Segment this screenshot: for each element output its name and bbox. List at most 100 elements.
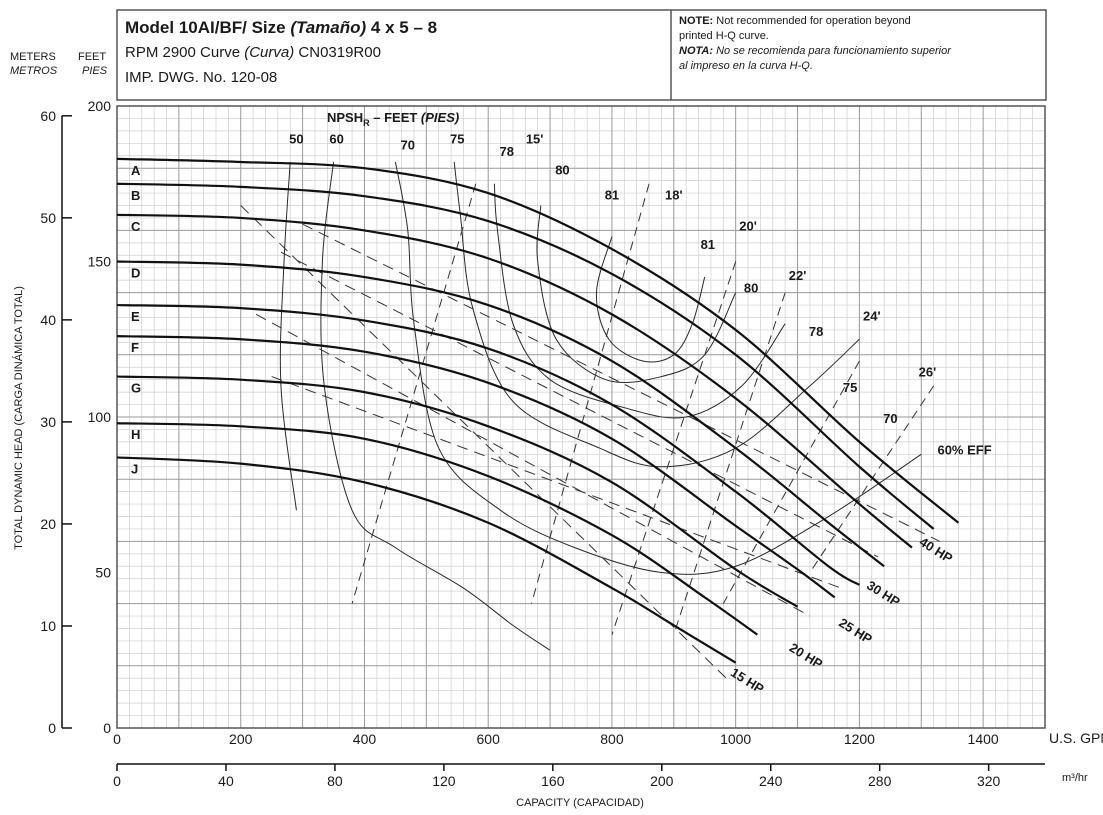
efficiency-label: 70 (883, 411, 897, 426)
gpm-unit-label: U.S. GPM (1049, 730, 1103, 746)
head-curve-f (116, 335, 836, 599)
note-line-2: printed H-Q curve. (679, 30, 769, 42)
npshr-dashed-line (611, 261, 737, 635)
efficiency-label: 60% EFF (937, 442, 991, 457)
curve-label-f: F (131, 340, 139, 355)
y-axis-title: TOTAL DYNAMIC HEAD (CARGA DINÁMICA TOTAL… (12, 286, 25, 550)
y-tick-feet: 100 (88, 409, 112, 425)
major-grid (116, 105, 1046, 729)
x-tick-m3hr: 320 (977, 773, 1001, 789)
y-tick-feet: 150 (88, 254, 112, 270)
curve-label-e: E (131, 309, 140, 324)
curve-label-d: D (131, 266, 140, 281)
head-curve-d (116, 260, 885, 568)
efficiency-curve (279, 161, 297, 511)
y-tick-meters: 60 (40, 108, 56, 124)
feet-unit-label: FEET (78, 51, 106, 63)
x-tick-gpm: 800 (600, 731, 624, 747)
note-line-1: NOTE: Not recommended for operation beyo… (679, 15, 911, 27)
y-tick-meters: 30 (40, 414, 56, 430)
horsepower-dashed-line (240, 205, 730, 682)
x-tick-m3hr: 0 (113, 773, 121, 789)
y-tick-meters: 0 (48, 720, 56, 736)
horsepower-dashed-line (271, 376, 842, 589)
efficiency-npsh-hp-overlays (240, 161, 941, 682)
npshr-label: 24' (863, 309, 881, 324)
x-tick-gpm: 400 (353, 731, 377, 747)
y-tick-meters: 10 (40, 618, 56, 634)
x-tick-gpm: 600 (477, 731, 501, 747)
horsepower-dashed-line (255, 313, 811, 617)
npshr-dashed-line (722, 360, 860, 604)
chart-labels: AB C D E F G H J 50 60 70 75 78 80 81 81 80 78 75 70 60% EFF… (131, 131, 992, 696)
efficiency-curve (453, 161, 860, 468)
efficiency-label: 81 (701, 237, 715, 252)
metros-unit-label: METROS (10, 65, 58, 77)
horsepower-label: 20 HP (787, 640, 826, 672)
efficiency-label: 78 (809, 324, 823, 339)
curve-label-a: A (131, 163, 141, 178)
x-tick-m3hr: 200 (650, 773, 674, 789)
efficiency-label: 81 (605, 187, 619, 202)
head-curve-c (116, 213, 913, 549)
npshr-label: 22' (789, 268, 807, 283)
curve-label-j: J (131, 461, 138, 476)
x-tick-gpm: 1200 (844, 731, 875, 747)
npshr-label: 20' (739, 218, 757, 233)
curve-label-h: H (131, 427, 140, 442)
npshr-label: 15' (526, 131, 544, 146)
horsepower-label: 15 HP (728, 665, 767, 697)
head-curve-j (116, 456, 737, 664)
efficiency-label: 75 (450, 131, 464, 146)
npshr-dashed-line (809, 385, 935, 573)
y-tick-feet: 0 (103, 720, 111, 736)
horsepower-label: 30 HP (864, 578, 903, 610)
y-tick-meters: 50 (40, 210, 56, 226)
head-curve-b (116, 182, 935, 530)
curve-label-c: C (131, 219, 141, 234)
efficiency-label: 80 (744, 281, 758, 296)
horsepower-label: 25 HP (836, 615, 875, 647)
x-tick-gpm: 200 (229, 731, 253, 747)
efficiency-label: 75 (843, 380, 857, 395)
pies-unit-label: PIES (82, 65, 108, 77)
y-tick-feet: 50 (95, 565, 111, 581)
npshr-label: 18' (665, 187, 683, 202)
nota-line-2: al impreso en la curva H-Q. (679, 60, 813, 72)
head-curve-a (116, 157, 960, 524)
x-tick-m3hr: 160 (541, 773, 565, 789)
x-axis-title: CAPACITY (CAPACIDAD) (516, 797, 644, 809)
horsepower-dashed-line (280, 251, 879, 558)
nota-line-1: NOTA: No se recomienda para funcionamien… (679, 45, 952, 57)
m3hr-unit-label: m³/hr (1062, 772, 1088, 784)
efficiency-label: 70 (401, 138, 415, 153)
head-curve-g (116, 375, 799, 608)
x-tick-m3hr: 40 (218, 773, 234, 789)
efficiency-label: 50 (289, 131, 303, 146)
head-curve-h (116, 422, 758, 636)
meters-unit-label: METERS (10, 51, 56, 63)
efficiency-label: 78 (500, 144, 514, 159)
x-tick-gpm: 1000 (720, 731, 751, 747)
efficiency-label: 80 (555, 162, 569, 177)
npshr-label: 26' (919, 365, 937, 380)
x-tick-m3hr: 240 (759, 773, 783, 789)
horsepower-dashed-line (302, 223, 941, 542)
curve-label-g: G (131, 381, 141, 396)
chart-title: Model 10AI/BF/ Size (Tamaño) 4 x 5 – 8 (125, 18, 437, 37)
head-capacity-curves (116, 157, 960, 664)
plot-frame (116, 105, 1046, 729)
drawing-number: IMP. DWG. No. 120-08 (125, 69, 277, 86)
x-tick-m3hr: 280 (868, 773, 892, 789)
npshr-title: NPSHR – FEET (PIES) (327, 110, 459, 128)
x-tick-m3hr: 120 (432, 773, 456, 789)
efficiency-curve (493, 183, 786, 419)
y-tick-meters: 20 (40, 516, 56, 532)
x-tick-m3hr: 80 (327, 773, 343, 789)
npshr-dashed-line (351, 183, 477, 604)
header-box (116, 9, 1047, 101)
efficiency-label: 60 (329, 131, 343, 146)
horsepower-label: 40 HP (917, 534, 956, 566)
